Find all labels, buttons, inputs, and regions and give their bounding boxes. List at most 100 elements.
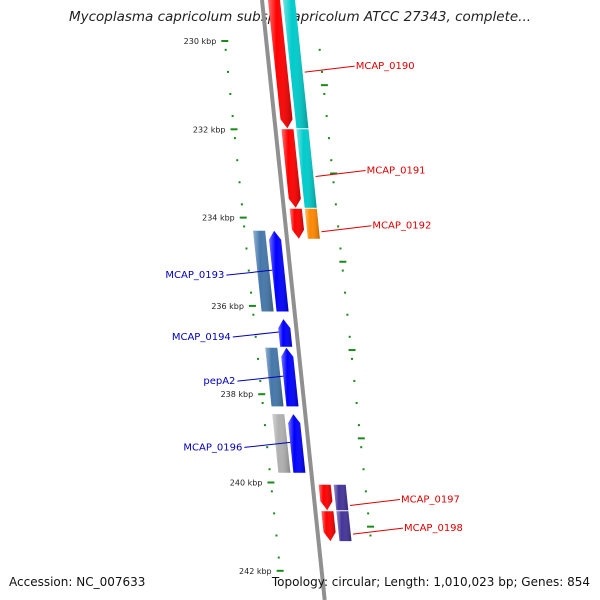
guide-dot bbox=[362, 468, 365, 471]
label-leader bbox=[349, 498, 401, 506]
map-title: Mycoplasma capricolum subsp. capricolum … bbox=[68, 9, 532, 25]
guide-dot bbox=[318, 48, 321, 51]
gene-label[interactable]: MCAP_0191 bbox=[367, 166, 426, 177]
feature-block bbox=[304, 208, 320, 239]
cds-arrow bbox=[288, 414, 306, 473]
label-leader bbox=[232, 331, 279, 338]
scale-dot bbox=[257, 357, 260, 360]
scale-dot bbox=[261, 402, 264, 405]
kbp-tick-label: 238 kbp bbox=[221, 390, 254, 399]
scale-dot bbox=[231, 115, 234, 118]
scale-dot bbox=[233, 137, 236, 140]
scale-dot bbox=[252, 313, 255, 316]
guide-dot bbox=[348, 335, 351, 338]
guide-dot bbox=[327, 137, 330, 140]
guide-dot bbox=[357, 424, 360, 427]
scale-dot bbox=[245, 247, 248, 250]
guide-dot bbox=[360, 446, 363, 449]
guide-dot bbox=[353, 379, 356, 382]
gene-mcap_0191[interactable] bbox=[281, 129, 317, 208]
gene-mcap_0193[interactable] bbox=[253, 230, 289, 312]
kbp-tick-label: 242 kbp bbox=[239, 567, 272, 576]
gene-label[interactable]: MCAP_0194 bbox=[172, 332, 231, 343]
gene-mcap_0198[interactable] bbox=[321, 511, 352, 542]
gene-label[interactable]: MCAP_0193 bbox=[165, 270, 224, 281]
gene-mcap_0194[interactable] bbox=[278, 319, 293, 347]
guide-dot bbox=[351, 357, 354, 360]
guide-dot bbox=[339, 247, 342, 250]
accession-text: Accession: NC_007633 bbox=[9, 575, 146, 589]
scale-dot bbox=[273, 512, 276, 515]
guide-dot bbox=[323, 92, 326, 95]
scale-dot bbox=[229, 92, 232, 95]
scale-dot bbox=[268, 468, 271, 471]
guide-dot bbox=[337, 225, 340, 228]
scale-dot bbox=[227, 70, 230, 73]
feature-block bbox=[333, 484, 349, 511]
kbp-tick-label: 234 kbp bbox=[202, 214, 235, 223]
cds-arrow bbox=[268, 0, 293, 129]
scale-dot bbox=[243, 225, 246, 228]
scale-dot bbox=[259, 379, 262, 382]
gene-label[interactable]: MCAP_0197 bbox=[401, 494, 460, 505]
label-leader bbox=[226, 269, 273, 276]
gene-mcap_0190[interactable] bbox=[268, 0, 309, 129]
label-leader bbox=[304, 65, 355, 73]
guide-dot bbox=[341, 269, 344, 272]
tick-dots bbox=[224, 48, 372, 559]
gene-label[interactable]: MCAP_0196 bbox=[183, 442, 242, 453]
gene-label[interactable]: MCAP_0198 bbox=[404, 523, 463, 534]
scale-dot bbox=[250, 291, 253, 294]
cds-arrow bbox=[289, 208, 304, 239]
scale-dot bbox=[247, 269, 250, 272]
guide-dot bbox=[344, 291, 347, 294]
cds-arrow bbox=[278, 319, 293, 347]
kbp-tick-label: 232 kbp bbox=[193, 125, 226, 134]
gene-pepa2[interactable] bbox=[265, 347, 299, 407]
gene-label[interactable]: MCAP_0190 bbox=[356, 61, 415, 72]
guide-dot bbox=[355, 402, 358, 405]
feature-block bbox=[283, 0, 309, 129]
kbp-tick-label: 236 kbp bbox=[211, 302, 244, 311]
kbp-tick-label: 240 kbp bbox=[230, 479, 263, 488]
feature-block bbox=[336, 511, 352, 542]
guide-dot bbox=[325, 115, 328, 118]
scale-dot bbox=[270, 490, 273, 493]
guide-dot bbox=[367, 512, 370, 515]
scale-dot bbox=[238, 181, 241, 184]
cds-arrow bbox=[321, 511, 336, 542]
guide-dot bbox=[334, 203, 337, 206]
gene-labels: MCAP_0190 MCAP_0191 MCAP_0192 MCAP_0193 MCAP… bbox=[165, 61, 463, 535]
label-leader bbox=[237, 375, 284, 382]
label-leader bbox=[315, 170, 366, 178]
cds-arrow bbox=[281, 129, 301, 208]
scale-dot bbox=[254, 335, 257, 338]
genome-summary: Topology: circular; Length: 1,010,023 bp… bbox=[271, 575, 590, 589]
scale-dot bbox=[224, 48, 227, 51]
label-leader bbox=[321, 225, 372, 233]
gene-mcap_0197[interactable] bbox=[318, 484, 349, 511]
scale-dot bbox=[277, 556, 280, 559]
cds-arrow bbox=[281, 347, 299, 407]
guide-dot bbox=[364, 490, 367, 493]
scale-dot bbox=[236, 159, 239, 162]
kbp-ticks: 230 kbp 232 kbp 234 kbp 236 kbp 238 kbp 240 k… bbox=[184, 37, 375, 576]
guide-dot bbox=[332, 181, 335, 184]
guide-dot bbox=[330, 159, 333, 162]
cds-arrow bbox=[269, 230, 289, 312]
scale-dot bbox=[275, 534, 278, 537]
label-leader bbox=[244, 441, 291, 448]
kbp-tick-label: 230 kbp bbox=[184, 37, 217, 46]
gene-label[interactable]: pepA2 bbox=[203, 376, 235, 387]
guide-dot bbox=[369, 534, 372, 537]
feature-block bbox=[296, 129, 317, 208]
guide-dot bbox=[321, 70, 324, 73]
scale-dot bbox=[263, 424, 266, 427]
gene-mcap_0192[interactable] bbox=[289, 208, 320, 239]
gene-label[interactable]: MCAP_0192 bbox=[372, 221, 431, 232]
backbone-line bbox=[260, 0, 327, 600]
scale-dot bbox=[240, 203, 243, 206]
label-leader bbox=[352, 527, 404, 535]
scale-dot bbox=[266, 446, 269, 449]
